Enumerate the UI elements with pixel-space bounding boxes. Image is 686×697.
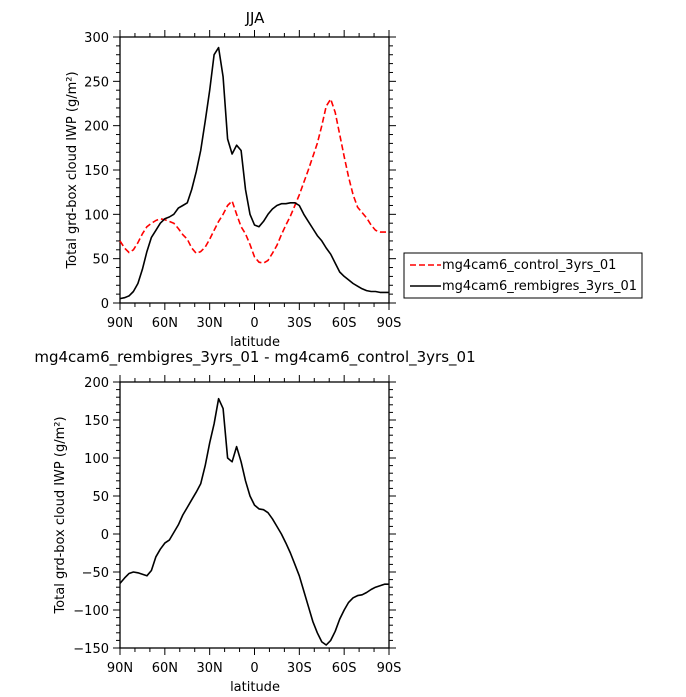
top-plot-frame	[119, 36, 390, 304]
top-x-tick-label: 30N	[197, 316, 223, 331]
top-x-tick-label: 0	[250, 316, 258, 331]
top-chart-title: JJA	[245, 9, 266, 27]
top-x-tick-label: 60S	[332, 316, 357, 331]
legend-label-rembigres: mg4cam6_rembigres_3yrs_01	[442, 279, 637, 294]
bottom-y-tick-label: 0	[101, 528, 109, 543]
bottom-y-tick-label: 100	[84, 452, 109, 467]
top-x-tick-label: 30S	[287, 316, 312, 331]
top-y-tick-label: 250	[84, 75, 109, 90]
bottom-x-tick-label: 90N	[107, 661, 133, 676]
bottom-y-tick-label: −150	[73, 642, 109, 657]
bottom-y-tick-label: 50	[92, 490, 109, 505]
top-x-tick-label: 60N	[152, 316, 178, 331]
bottom-plot-frame	[119, 381, 390, 649]
top-series-line-mg4cam6_control_3yrs_01	[119, 98, 389, 264]
bottom-y-tick-label: −100	[73, 604, 109, 619]
top-x-axis-label: latitude	[230, 335, 280, 350]
bottom-chart-title: mg4cam6_rembigres_3yrs_01 - mg4cam6_cont…	[34, 348, 475, 367]
bottom-y-tick-label: 150	[84, 414, 109, 429]
bottom-series-line-difference	[119, 397, 389, 646]
bottom-x-axis-label: latitude	[230, 680, 280, 695]
bottom-x-tick-label: 90S	[377, 661, 402, 676]
bottom-x-tick-label: 0	[250, 661, 258, 676]
top-y-tick-label: 50	[92, 253, 109, 268]
top-series-line-mg4cam6_rembigres_3yrs_01	[119, 46, 389, 300]
legend: mg4cam6_control_3yrs_01 mg4cam6_rembigre…	[403, 252, 643, 299]
legend-label-control: mg4cam6_control_3yrs_01	[442, 258, 616, 273]
bottom-x-tick-label: 30S	[287, 661, 312, 676]
top-x-tick-label: 90N	[107, 316, 133, 331]
top-y-tick-label: 100	[84, 208, 109, 223]
top-chart-panel: JJA 90N 60N 30N 0 30S 60S 90S 0 50 100 150 200 250 30…	[65, 9, 401, 350]
bottom-y-tick-label: 200	[84, 376, 109, 391]
top-y-tick-label: 0	[101, 297, 109, 312]
bottom-y-tick-label: −50	[82, 566, 109, 581]
bottom-x-tick-label: 60N	[152, 661, 178, 676]
top-y-axis-label: Total grd-box cloud IWP (g/m²)	[65, 71, 80, 269]
top-x-tick-label: 90S	[377, 316, 402, 331]
top-y-tick-label: 200	[84, 120, 109, 135]
bottom-x-tick-label: 30N	[197, 661, 223, 676]
bottom-chart-panel: mg4cam6_rembigres_3yrs_01 - mg4cam6_cont…	[34, 348, 475, 695]
legend-box	[403, 252, 643, 299]
bottom-x-tick-label: 60S	[332, 661, 357, 676]
top-y-tick-label: 150	[84, 164, 109, 179]
top-y-tick-label: 300	[84, 31, 109, 46]
bottom-y-axis-label: Total grd-box cloud IWP (g/m²)	[53, 416, 68, 614]
